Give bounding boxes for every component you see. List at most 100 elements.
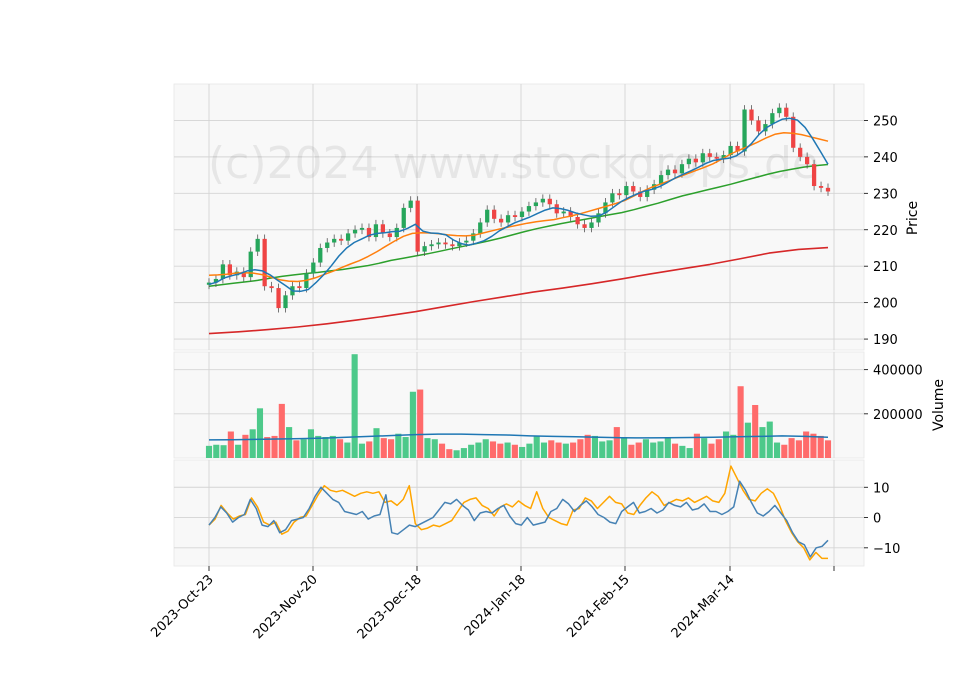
volume-bar xyxy=(606,440,613,458)
volume-bar xyxy=(591,435,599,458)
volume-bar xyxy=(657,441,664,458)
volume-bar xyxy=(664,438,671,458)
grid-lines xyxy=(174,84,864,566)
volume-bar xyxy=(329,435,336,458)
volume-ma-layer xyxy=(208,433,829,441)
candle-body xyxy=(811,164,817,187)
volume-bar xyxy=(548,440,555,458)
panel-bg xyxy=(173,83,865,351)
candle-body xyxy=(645,189,650,197)
volume-bar xyxy=(672,443,679,458)
volume-bar xyxy=(446,449,453,458)
x-tick-label: 2024-Feb-15 xyxy=(564,572,633,641)
candle-body xyxy=(436,242,441,245)
volume-bar xyxy=(613,427,620,458)
candle-body xyxy=(227,264,232,276)
ma-mid-line xyxy=(208,132,829,283)
candle-body xyxy=(498,218,504,223)
candle-body xyxy=(443,242,448,245)
volume-bar xyxy=(621,437,628,458)
candle-body xyxy=(213,278,219,283)
volume-axis-title: Volume xyxy=(931,379,947,431)
candle-body xyxy=(791,116,796,148)
volume-bar xyxy=(431,439,438,458)
volume-bar xyxy=(205,445,213,458)
volume-bar xyxy=(489,441,497,458)
price-y-ticks: 190 200 210 220 230 240 250 xyxy=(864,114,898,348)
volume-bar xyxy=(642,439,650,458)
volume-bar xyxy=(242,434,249,458)
x-tick-label: 2023-Oct-23 xyxy=(148,572,216,640)
oscillator-line-a xyxy=(208,480,829,558)
volume-bar xyxy=(227,431,234,458)
candle-body xyxy=(825,187,831,192)
candle-body xyxy=(526,206,532,212)
volume-bars-layer xyxy=(205,354,832,458)
volume-bar xyxy=(722,431,730,458)
candle-body xyxy=(387,233,392,238)
candle-body xyxy=(457,242,462,247)
volume-bar xyxy=(235,444,242,458)
price-y-tick-label: 210 xyxy=(873,260,898,275)
ma-200-line xyxy=(208,246,829,335)
candle-body xyxy=(665,169,671,176)
ma-200-layer xyxy=(208,246,829,335)
volume-bar xyxy=(300,439,307,458)
candle-body xyxy=(624,186,629,196)
volume-bar xyxy=(540,442,548,458)
volume-y-ticks: 200000 400000 xyxy=(864,364,923,423)
x-tick-label: 2023-Dec-18 xyxy=(355,572,425,642)
candle-body xyxy=(610,193,615,203)
volume-bar xyxy=(482,439,489,458)
volume-bar xyxy=(555,442,562,458)
volume-bar xyxy=(693,433,700,458)
price-y-tick-label: 200 xyxy=(873,297,898,312)
candle-body xyxy=(422,246,427,252)
candle-body xyxy=(686,158,692,165)
volume-bar xyxy=(628,444,635,458)
volume-bar xyxy=(817,435,824,458)
candle-body xyxy=(568,211,573,217)
candle-body xyxy=(512,215,518,217)
volume-bar xyxy=(293,440,300,458)
x-tick-label: 2023-Nov-20 xyxy=(251,572,321,642)
oscillator-y-tick-label: 10 xyxy=(873,481,890,496)
ma-short-line xyxy=(208,117,829,293)
volume-bar xyxy=(635,442,642,458)
candle-body xyxy=(679,164,685,174)
candle-body xyxy=(450,244,455,247)
candle-body xyxy=(262,238,267,287)
candle-body xyxy=(366,227,372,238)
volume-bar xyxy=(344,442,351,458)
volume-bar xyxy=(715,439,722,458)
volume-bar xyxy=(730,434,737,458)
volume-bar xyxy=(256,408,264,458)
oscillator-line-b xyxy=(208,465,828,561)
volume-y-tick-label: 200000 xyxy=(873,408,923,423)
volume-bar xyxy=(650,442,657,458)
volume-bar xyxy=(795,440,802,458)
price-y-tick-label: 240 xyxy=(873,151,898,166)
volume-bar xyxy=(584,434,591,458)
candle-body xyxy=(311,262,316,274)
price-y-tick-label: 250 xyxy=(873,114,898,129)
oscillator-panel xyxy=(208,465,829,561)
volume-y-tick-label: 400000 xyxy=(873,364,923,379)
volume-bar xyxy=(810,433,817,458)
candle-body xyxy=(693,158,698,163)
volume-bar xyxy=(497,443,504,458)
volume-bar xyxy=(337,439,344,458)
candle-body xyxy=(672,169,678,174)
candle-body xyxy=(519,211,525,217)
candle-body xyxy=(658,175,664,185)
price-y-tick-label: 230 xyxy=(873,187,898,202)
volume-bar xyxy=(708,443,715,458)
volume-bar xyxy=(570,442,577,458)
candle-body xyxy=(707,153,712,157)
candle-body xyxy=(805,156,810,165)
volume-bar xyxy=(511,444,518,458)
volume-bar xyxy=(351,354,358,458)
volume-bar xyxy=(213,444,220,458)
candle-body xyxy=(728,145,733,156)
